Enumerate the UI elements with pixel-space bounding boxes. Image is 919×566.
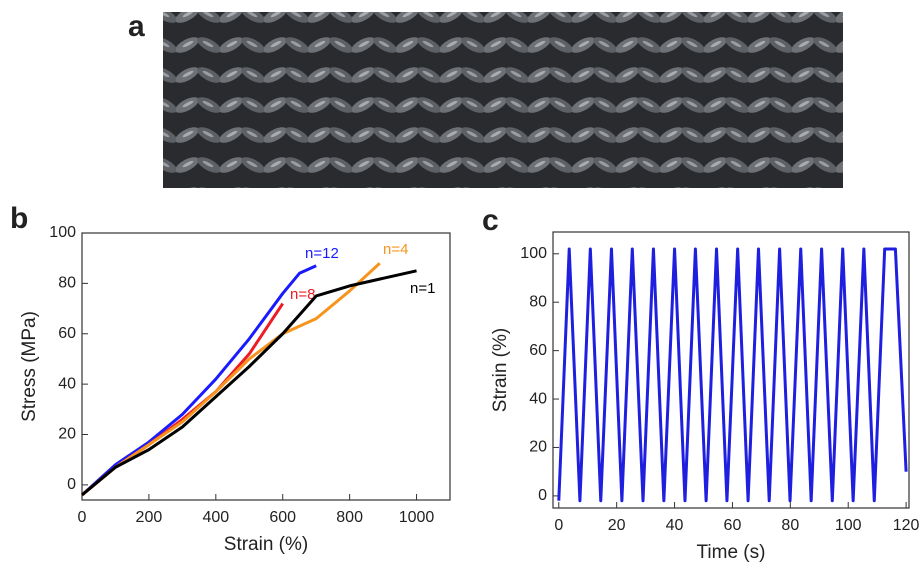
y-tick-label: 20: [58, 426, 76, 443]
y-tick-label: 80: [529, 293, 547, 310]
series-line: [80, 264, 317, 497]
y-tick-label: 60: [529, 342, 547, 359]
y-axis-title: Strain (%): [490, 328, 511, 412]
series-line: [557, 247, 908, 503]
plot-frame: [552, 231, 910, 509]
x-axis-title: Strain (%): [224, 534, 308, 555]
y-tick-label: 20: [529, 439, 547, 456]
x-tick-label: 80: [781, 517, 799, 534]
y-tick-label: 0: [538, 487, 547, 504]
series-label: n=8: [290, 286, 315, 303]
y-tick-label: 80: [58, 275, 76, 292]
y-tick-label: 0: [67, 476, 76, 493]
x-axis-title: Time (s): [697, 542, 766, 563]
series-label: n=4: [383, 241, 408, 258]
x-tick-label: 40: [666, 517, 684, 534]
x-tick-label: 600: [269, 509, 296, 526]
panel-label: c: [482, 204, 499, 237]
x-tick-label: 100: [835, 517, 862, 534]
y-tick-label: 60: [58, 325, 76, 342]
x-tick-label: 0: [78, 509, 87, 526]
x-tick-label: 200: [136, 509, 163, 526]
x-tick-label: 120: [893, 517, 919, 534]
x-tick-label: 0: [554, 517, 563, 534]
y-tick-label: 100: [49, 224, 76, 241]
y-tick-label: 40: [529, 390, 547, 407]
series-line: [81, 262, 381, 497]
series-line: [81, 269, 417, 497]
x-tick-label: 20: [608, 517, 626, 534]
fabric-photo: [163, 12, 843, 188]
y-tick-label: 40: [58, 375, 76, 392]
y-axis-title: Stress (MPa): [19, 311, 40, 422]
x-tick-label: 400: [202, 509, 229, 526]
panel-label: b: [10, 202, 28, 235]
series-label: n=1: [410, 280, 435, 297]
plot-frame: [81, 232, 451, 501]
series-label: n=12: [305, 245, 339, 262]
panel-label: a: [128, 10, 145, 43]
y-tick-label: 100: [520, 245, 547, 262]
x-tick-label: 800: [336, 509, 363, 526]
x-tick-label: 1000: [399, 509, 435, 526]
x-tick-label: 60: [724, 517, 742, 534]
